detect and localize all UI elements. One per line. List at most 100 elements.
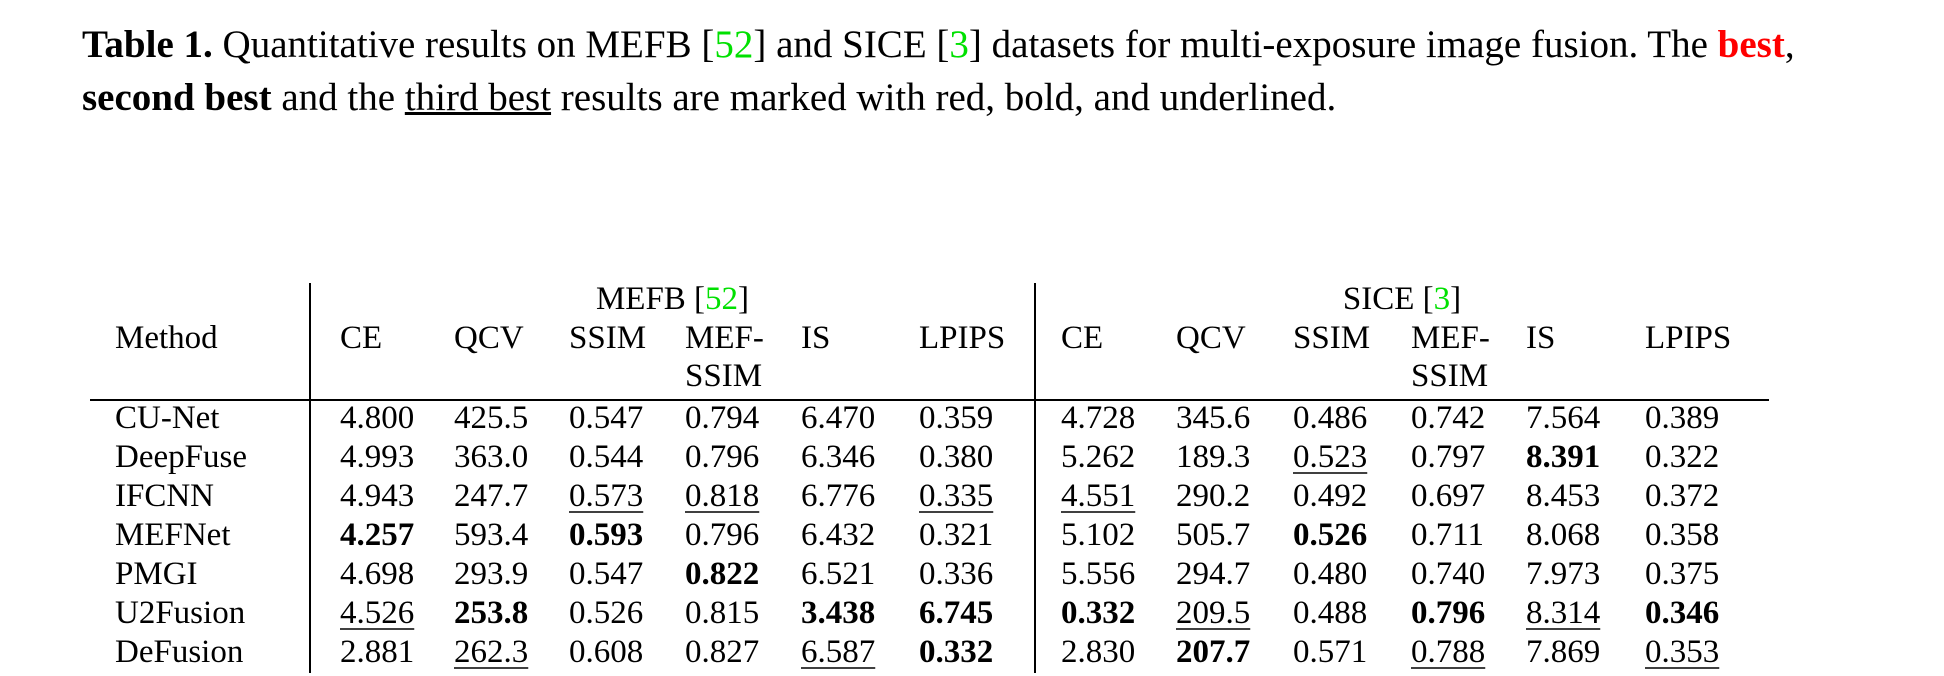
table-cell: 8.453 <box>1526 478 1600 514</box>
table-cell: 0.372 <box>1645 478 1719 514</box>
table-cell: 4.800 <box>340 400 414 436</box>
table-cell: 6.776 <box>801 478 875 514</box>
caption: Table 1. Quantitative results on MEFB [5… <box>82 18 1802 124</box>
table-cell: 0.321 <box>919 517 993 553</box>
table-cell: 8.391 <box>1526 439 1600 475</box>
caption-part: best <box>1717 23 1785 66</box>
table-cell: 0.380 <box>919 439 993 475</box>
table-cell: 293.9 <box>454 556 528 592</box>
column-header: LPIPS <box>919 320 1005 356</box>
table-cell: 0.794 <box>685 400 759 436</box>
table-cell: 0.359 <box>919 400 993 436</box>
header-cell: Method <box>115 320 218 356</box>
column-header: IS <box>801 320 830 356</box>
table-cell: 0.322 <box>1645 439 1719 475</box>
caption-part: third best <box>404 76 552 119</box>
caption-part: Table 1. <box>82 23 213 66</box>
method-cell: CU-Net <box>115 400 219 436</box>
column-header: QCV <box>454 320 524 356</box>
table-cell: 209.5 <box>1176 595 1250 631</box>
table-cell: 6.432 <box>801 517 875 553</box>
group-header-part: MEFB [ <box>596 281 705 317</box>
column-header: SSIM <box>1411 358 1488 394</box>
column-header: CE <box>340 320 382 356</box>
table-cell: 4.526 <box>340 595 414 631</box>
table-cell: 0.788 <box>1411 634 1485 670</box>
table-cell: 0.346 <box>1645 595 1719 631</box>
table-cell: 189.3 <box>1176 439 1250 475</box>
caption-part: Quantitative results on MEFB [ <box>212 23 715 66</box>
table-cell: 7.869 <box>1526 634 1600 670</box>
table-cell: 4.257 <box>340 517 414 553</box>
column-header: MEF- <box>1411 320 1490 356</box>
table-cell: 0.353 <box>1645 634 1719 670</box>
table-cell: 7.973 <box>1526 556 1600 592</box>
table-cell: 0.526 <box>1293 517 1367 553</box>
table-cell: 0.697 <box>1411 478 1485 514</box>
table-cell: 8.068 <box>1526 517 1600 553</box>
table-cell: 6.745 <box>919 595 993 631</box>
table-cell: 0.822 <box>685 556 759 592</box>
method-cell: DeepFuse <box>115 439 247 475</box>
table-cell: 0.796 <box>1411 595 1485 631</box>
column-header: SSIM <box>685 358 762 394</box>
table-cell: 4.943 <box>340 478 414 514</box>
table-cell: 0.332 <box>1061 595 1135 631</box>
table-cell: 0.740 <box>1411 556 1485 592</box>
table-cell: 6.587 <box>801 634 875 670</box>
caption-part: 52 <box>714 23 754 66</box>
group-header-part: 52 <box>705 281 738 317</box>
table-cell: 5.556 <box>1061 556 1135 592</box>
group-header-part: ] <box>1450 281 1461 317</box>
caption-part: 3 <box>949 23 969 66</box>
table-cell: 363.0 <box>454 439 528 475</box>
table-cell: 3.438 <box>801 595 875 631</box>
table-cell: 0.593 <box>569 517 643 553</box>
column-header: SSIM <box>569 320 646 356</box>
table-cell: 0.358 <box>1645 517 1719 553</box>
table-cell: 253.8 <box>454 595 528 631</box>
table-cell: 0.389 <box>1645 400 1719 436</box>
table-cell: 0.815 <box>685 595 759 631</box>
table-cell: 0.573 <box>569 478 643 514</box>
column-header: LPIPS <box>1645 320 1731 356</box>
table-cell: 345.6 <box>1176 400 1250 436</box>
table-cell: 7.564 <box>1526 400 1600 436</box>
table-cell: 593.4 <box>454 517 528 553</box>
group-header: SICE [3] <box>1343 281 1461 317</box>
table-cell: 290.2 <box>1176 478 1250 514</box>
table-cell: 6.346 <box>801 439 875 475</box>
caption-part: and the <box>271 76 405 119</box>
table-cell: 4.993 <box>340 439 414 475</box>
table-cell: 0.827 <box>685 634 759 670</box>
table-cell: 207.7 <box>1176 634 1250 670</box>
table-cell: 0.547 <box>569 556 643 592</box>
table-cell: 0.571 <box>1293 634 1367 670</box>
table-cell: 2.881 <box>340 634 414 670</box>
caption-part: results are marked with red, bold, and u… <box>551 76 1337 119</box>
method-cell: PMGI <box>115 556 198 592</box>
table-cell: 0.480 <box>1293 556 1367 592</box>
column-header: IS <box>1526 320 1555 356</box>
table-cell: 6.521 <box>801 556 875 592</box>
table-cell: 0.796 <box>685 517 759 553</box>
table-cell: 0.711 <box>1411 517 1484 553</box>
table-cell: 4.551 <box>1061 478 1135 514</box>
group-header-part: ] <box>738 281 749 317</box>
table-cell: 0.336 <box>919 556 993 592</box>
group-header-part: 3 <box>1434 281 1451 317</box>
column-header: MEF- <box>685 320 764 356</box>
method-cell: DeFusion <box>115 634 243 670</box>
table-cell: 4.728 <box>1061 400 1135 436</box>
column-header: SSIM <box>1293 320 1370 356</box>
table-cell: 0.488 <box>1293 595 1367 631</box>
table-cell: 0.526 <box>569 595 643 631</box>
table-cell: 505.7 <box>1176 517 1250 553</box>
table-cell: 2.830 <box>1061 634 1135 670</box>
column-header: CE <box>1061 320 1103 356</box>
table-cell: 8.314 <box>1526 595 1600 631</box>
table-cell: 0.797 <box>1411 439 1485 475</box>
method-cell: MEFNet <box>115 517 231 553</box>
